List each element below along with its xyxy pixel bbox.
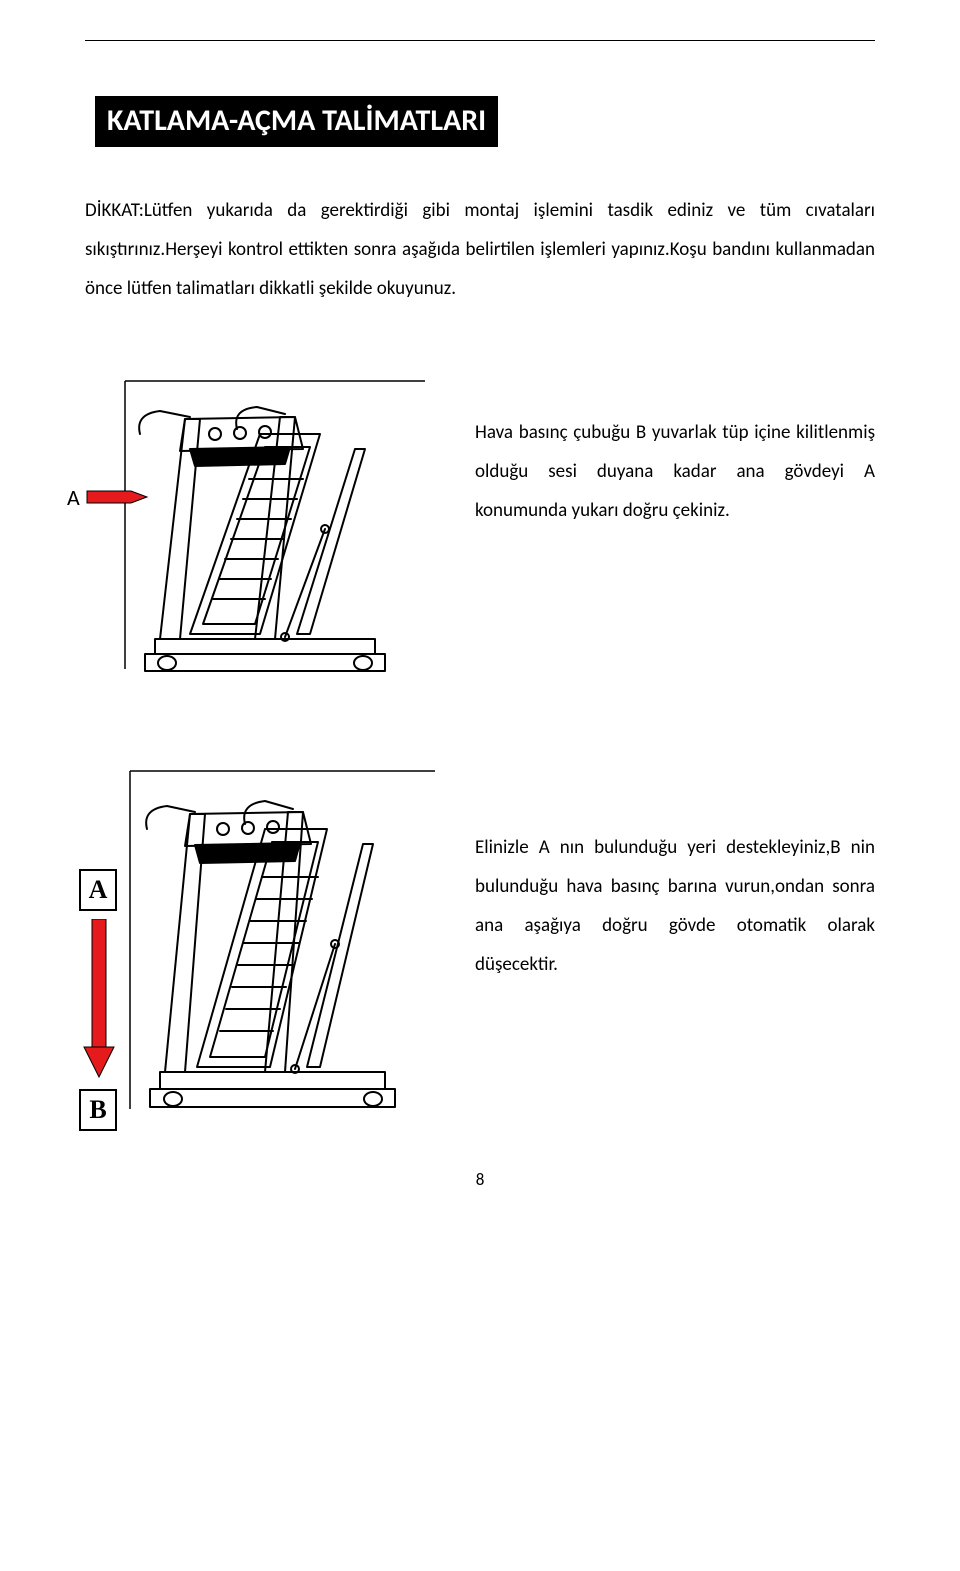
treadmill-diagram-1	[85, 379, 445, 689]
title-box: KATLAMA-AÇMA TALİMATLARI	[95, 96, 498, 147]
diagram-fold: A	[85, 379, 445, 689]
arrow-a-1	[87, 491, 147, 503]
treadmill-diagram-2	[115, 769, 475, 1134]
label-a-2: A	[79, 869, 117, 911]
page-title: KATLAMA-AÇMA TALİMATLARI	[107, 102, 486, 139]
instruction-1: Hava basınç çubuğu B yuvarlak tüp içine …	[475, 414, 875, 531]
arrow-down	[80, 919, 120, 1079]
instruction-2: Elinizle A nın bulunduğu yeri destekleyi…	[475, 829, 875, 985]
intro-paragraph: DİKKAT:Lütfen yukarıda da gerektirdiği g…	[85, 192, 875, 309]
label-a-1: A	[67, 484, 80, 511]
label-b-2: B	[79, 1089, 117, 1131]
top-rule	[85, 40, 875, 41]
section-fold: A	[85, 379, 875, 689]
section-unfold: A B	[85, 769, 875, 1139]
diagram-unfold: A B	[85, 769, 445, 1139]
page-number: 8	[85, 1169, 875, 1190]
